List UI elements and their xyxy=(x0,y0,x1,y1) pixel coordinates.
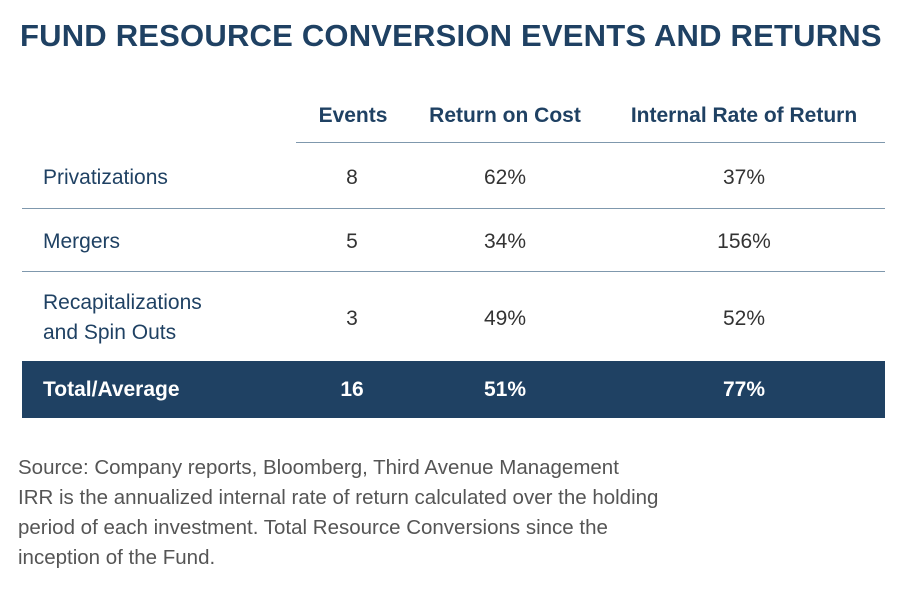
row-divider xyxy=(22,271,885,272)
column-header-irr: Internal Rate of Return xyxy=(630,104,858,127)
column-header-return-on-cost: Return on Cost xyxy=(429,104,581,127)
row-label: Recapitalizations and Spin Outs xyxy=(43,288,202,348)
cell-irr: 52% xyxy=(722,307,766,330)
cell-return-on-cost: 49% xyxy=(483,307,527,330)
cell-events: 3 xyxy=(346,307,358,330)
page-title: FUND RESOURCE CONVERSION EVENTS AND RETU… xyxy=(20,18,882,53)
row-label-line: Mergers xyxy=(43,230,121,253)
footnote-line: IRR is the annualized internal rate of r… xyxy=(18,486,659,509)
row-label-line: Recapitalizations xyxy=(43,291,202,314)
cell-events: 5 xyxy=(346,230,358,253)
footnote-line: inception of the Fund. xyxy=(18,546,216,569)
footnote-line: period of each investment. Total Resourc… xyxy=(18,516,608,539)
cell-return-on-cost: 34% xyxy=(483,230,527,253)
row-label: Mergers xyxy=(43,227,120,257)
header-rule xyxy=(296,142,885,143)
cell-irr: 156% xyxy=(717,230,771,253)
total-return-on-cost: 51% xyxy=(483,378,527,401)
total-events: 16 xyxy=(340,378,364,401)
cell-irr: 37% xyxy=(722,166,766,189)
row-label-line: Privatizations xyxy=(43,166,168,189)
cell-return-on-cost: 62% xyxy=(483,166,527,189)
notes: Source: Company reports, Bloomberg, Thir… xyxy=(18,453,818,573)
row-label: Privatizations xyxy=(43,163,168,193)
cell-events: 8 xyxy=(346,166,358,189)
total-irr: 77% xyxy=(722,378,766,401)
source-note: Source: Company reports, Bloomberg, Thir… xyxy=(18,456,619,479)
total-label: Total/Average xyxy=(43,378,180,401)
total-row xyxy=(22,361,885,418)
column-header-events: Events xyxy=(318,104,388,127)
row-label-line: and Spin Outs xyxy=(43,321,177,344)
row-divider xyxy=(22,208,885,209)
